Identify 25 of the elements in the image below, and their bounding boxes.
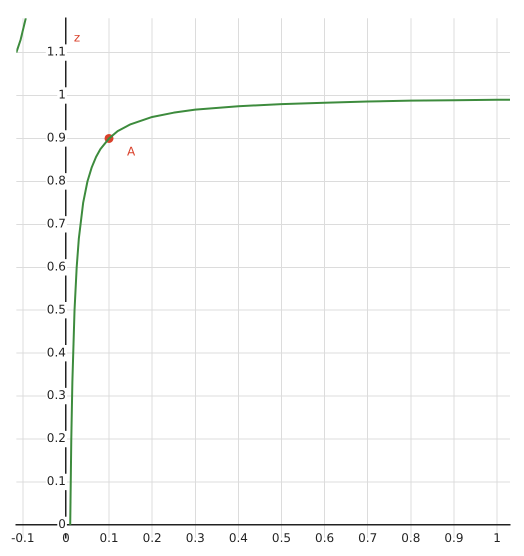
y-tick-label: 0 <box>58 517 66 532</box>
y-tick-label: 0.2 <box>46 431 66 446</box>
y-tick-label: 0.8 <box>46 174 66 188</box>
x-tick-label: 0.4 <box>228 531 248 546</box>
x-tick-label: 0.7 <box>358 531 378 546</box>
x-tick-label: -0.1 <box>11 531 34 546</box>
y-tick-label: 0.6 <box>46 259 66 274</box>
y-tick-label: 0.3 <box>46 388 66 402</box>
x-tick-label: 0.1 <box>99 531 119 546</box>
x-tick-label: 0.9 <box>444 531 464 546</box>
y-axis-title: z <box>74 30 80 44</box>
x-tick-label: 0.5 <box>272 531 292 546</box>
x-tick-label: 0.6 <box>315 531 334 546</box>
annotation: A <box>127 144 136 159</box>
y-tick-label: 1 <box>58 88 66 102</box>
y-tick-label: 1.1 <box>46 44 66 59</box>
y-tick-label: 0.4 <box>46 345 66 360</box>
x-tick-label: 0.3 <box>186 531 205 546</box>
y-tick-label: 0.9 <box>46 130 66 145</box>
y-tick-label: 0.5 <box>46 302 66 316</box>
x-tick-label: 1 <box>493 531 501 546</box>
x-tick-label: 0.8 <box>401 531 420 546</box>
y-tick-label: 0.7 <box>46 216 66 230</box>
x-tick-label: 0.2 <box>142 531 162 546</box>
y-tick-label: 0.1 <box>46 474 66 488</box>
